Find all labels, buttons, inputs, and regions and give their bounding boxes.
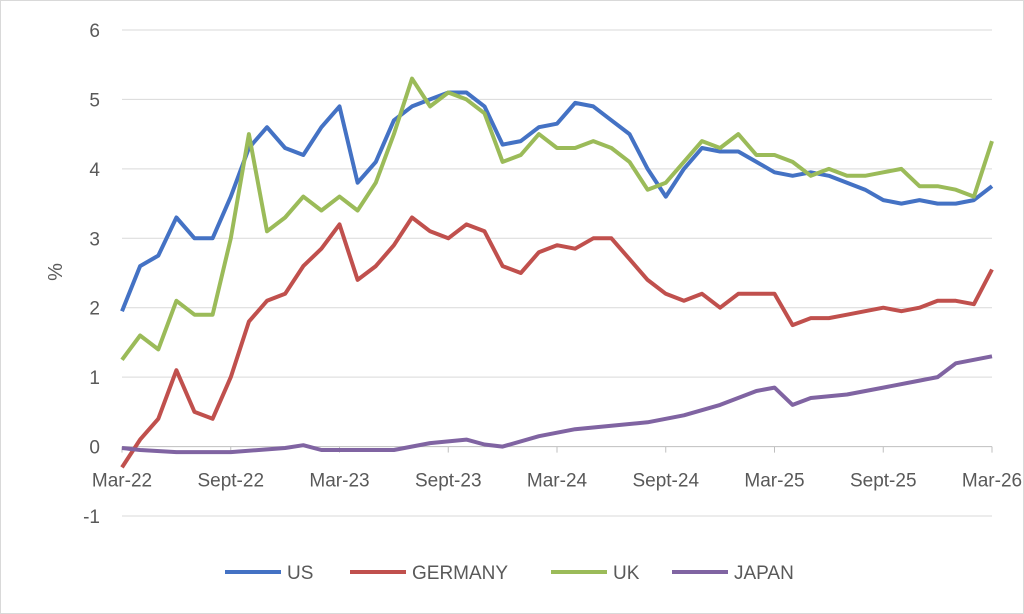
- x-tick-label: Sept-25: [850, 471, 917, 492]
- y-tick-label: 0: [89, 438, 100, 459]
- y-axis-ticks: -1 0 1 2 3 4 5 6: [83, 21, 100, 528]
- x-tick-label: Sept-23: [415, 471, 482, 492]
- y-tick-label: 6: [89, 21, 100, 42]
- y-tick-label: -1: [83, 507, 100, 528]
- y-axis-label: %: [45, 263, 67, 281]
- legend-label-germany: GERMANY: [412, 563, 508, 584]
- x-tick-label: Mar-23: [309, 471, 369, 492]
- y-tick-label: 5: [89, 90, 100, 111]
- x-tick-label: Mar-24: [527, 471, 588, 492]
- y-tick-label: 3: [89, 229, 100, 250]
- legend-label-us: US: [287, 563, 313, 584]
- series-line-us: [120, 90, 994, 312]
- x-tick-label: Sept-24: [632, 471, 699, 492]
- y-tick-label: 2: [89, 299, 100, 320]
- legend: US GERMANY UK JAPAN: [225, 563, 794, 584]
- gridlines: [122, 29, 992, 517]
- legend-label-japan: JAPAN: [734, 563, 794, 584]
- series-line-japan: [121, 354, 993, 455]
- y-tick-label: 1: [89, 368, 100, 389]
- x-tick-label: Mar-25: [744, 471, 804, 492]
- series-line-uk: [120, 76, 994, 361]
- legend-label-uk: UK: [613, 563, 640, 584]
- y-tick-label: 4: [89, 160, 100, 181]
- series-line-germany: [120, 215, 994, 469]
- x-axis-ticks: Mar-22 Sept-22 Mar-23 Sept-23 Mar-24 Sept-24 M…: [92, 446, 1022, 492]
- x-tick-label: Sept-22: [197, 471, 264, 492]
- series-lines: [120, 76, 994, 469]
- x-tick-label: Mar-22: [92, 471, 152, 492]
- x-tick-label: Mar-26: [962, 471, 1022, 492]
